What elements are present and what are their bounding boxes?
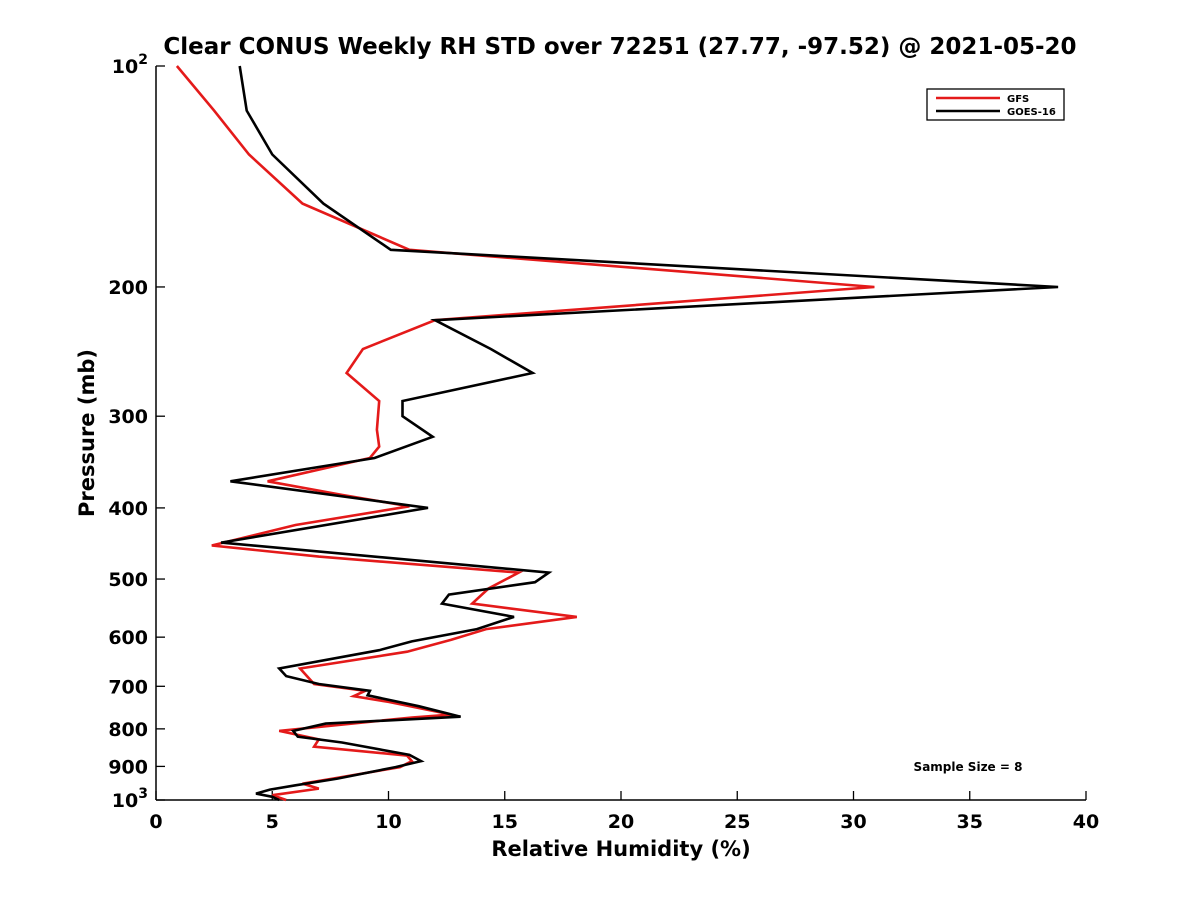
x-tick-label: 0 xyxy=(149,811,162,833)
y-tick-label-base: 500 xyxy=(108,569,148,591)
y-tick-label-base: 800 xyxy=(108,719,148,741)
y-tick-label-base: 700 xyxy=(108,676,148,698)
y-tick-label-base: 900 xyxy=(108,756,148,778)
y-tick-label: 300 xyxy=(108,406,148,428)
x-tick-label: 15 xyxy=(492,811,518,833)
series-line-gfs xyxy=(175,65,875,802)
y-tick-label: 600 xyxy=(108,627,148,649)
legend-label-gfs: GFS xyxy=(1007,94,1029,105)
x-tick-label: 5 xyxy=(266,811,279,833)
x-axis-label: Relative Humidity (%) xyxy=(491,837,750,861)
x-tick-label: 30 xyxy=(840,811,866,833)
y-tick-label-base: 600 xyxy=(108,627,148,649)
y-tick-label: 102 xyxy=(112,52,148,78)
series-lines xyxy=(175,65,1059,802)
x-tick-label: 20 xyxy=(608,811,634,833)
y-tick-label: 200 xyxy=(108,277,148,299)
y-tick-label-base: 10 xyxy=(112,56,138,78)
x-tick-label: 10 xyxy=(375,811,401,833)
sample-size-annotation: Sample Size = 8 xyxy=(914,760,1023,774)
y-axis-label: Pressure (mb) xyxy=(75,349,99,517)
x-tick-label: 25 xyxy=(724,811,750,833)
y-tick-label: 700 xyxy=(108,676,148,698)
y-tick-label: 900 xyxy=(108,756,148,778)
y-tick-label: 500 xyxy=(108,569,148,591)
y-tick-label: 800 xyxy=(108,719,148,741)
y-tick-label-exponent: 3 xyxy=(138,786,148,802)
chart-title: Clear CONUS Weekly RH STD over 72251 (27… xyxy=(163,34,1076,60)
y-tick-label: 103 xyxy=(112,786,148,812)
x-tick-label: 35 xyxy=(957,811,983,833)
series-line-goes-16 xyxy=(220,65,1059,802)
legend-label-goes-16: GOES-16 xyxy=(1007,107,1056,118)
y-tick-label-base: 400 xyxy=(108,498,148,520)
legend-box xyxy=(926,88,1065,121)
x-tick-label: 40 xyxy=(1073,811,1099,833)
y-tick-label: 400 xyxy=(108,498,148,520)
y-tick-label-exponent: 2 xyxy=(138,52,148,68)
y-tick-label-base: 200 xyxy=(108,277,148,299)
x-ticks: 0 5 10 15 20 25 30 35 40 xyxy=(149,791,1099,833)
legend: GFS GOES-16 xyxy=(926,88,1065,121)
y-tick-label-base: 300 xyxy=(108,406,148,428)
y-tick-label-base: 10 xyxy=(112,790,138,812)
